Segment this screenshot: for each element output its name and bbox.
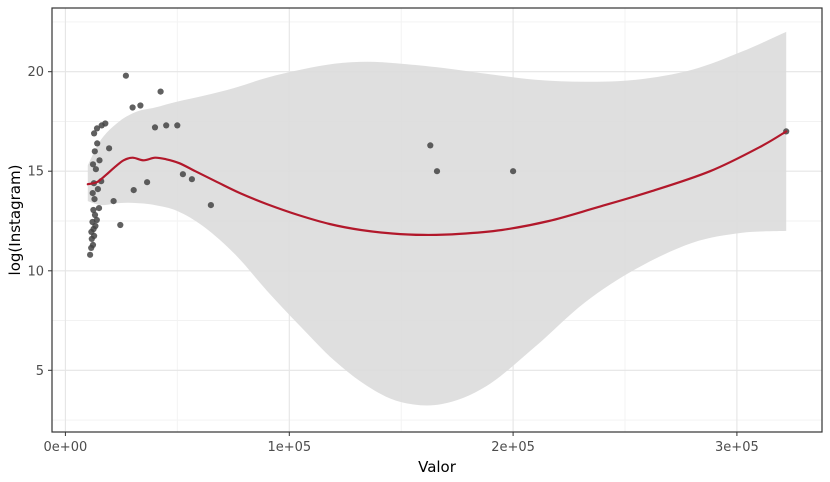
data-point: [93, 216, 100, 224]
data-point: [427, 142, 434, 149]
data-point: [157, 88, 164, 95]
data-point: [89, 241, 97, 248]
data-point: [174, 122, 181, 129]
x-axis-title: Valor: [418, 458, 456, 476]
data-point: [91, 148, 98, 155]
data-point: [91, 130, 98, 137]
data-point: [95, 205, 103, 212]
y-tick-label: 10: [27, 264, 44, 279]
data-point: [110, 198, 117, 205]
data-point: [102, 120, 109, 127]
x-tick-label: 2e+05: [491, 440, 535, 455]
data-point: [129, 104, 136, 111]
data-point: [144, 179, 151, 186]
data-point: [90, 206, 97, 214]
data-point: [89, 190, 96, 197]
data-point: [130, 187, 137, 194]
data-point: [137, 102, 144, 109]
data-point: [106, 145, 113, 152]
y-tick-label: 5: [36, 364, 44, 379]
x-tick-label: 0e+00: [44, 440, 88, 455]
data-point: [94, 186, 101, 193]
data-point: [89, 161, 97, 168]
loess-line: [86, 130, 788, 237]
data-point: [91, 211, 99, 219]
data-point: [96, 157, 103, 164]
data-point: [92, 166, 99, 173]
data-point: [509, 168, 517, 175]
data-point: [94, 140, 101, 147]
data-point: [207, 202, 214, 209]
data-point: [188, 176, 195, 183]
data-point: [122, 72, 129, 79]
x-tick-label: 3e+05: [715, 440, 759, 455]
data-point: [433, 168, 441, 175]
data-point: [91, 196, 98, 203]
data-point: [163, 122, 170, 129]
data-point: [151, 124, 159, 131]
panel-border: [51, 7, 823, 433]
x-tick-label: 1e+05: [267, 440, 311, 455]
data-point: [87, 251, 94, 258]
data-point: [93, 125, 101, 132]
y-tick-label: 20: [27, 65, 44, 80]
confidence-band: [87, 31, 787, 406]
data-point: [179, 171, 186, 178]
y-axis-title: log(Instagram): [6, 164, 24, 276]
data-point: [117, 221, 124, 229]
y-tick-label: 15: [27, 165, 44, 180]
